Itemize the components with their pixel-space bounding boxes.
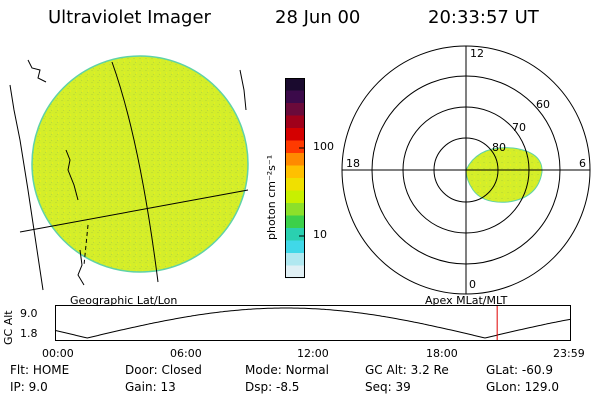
colorbar-segment [285,165,305,179]
coastline [27,59,47,83]
colorbar-segment [285,115,305,129]
mlt-label-6: 6 [579,157,586,170]
glat-status: GLat: -60.9 [486,363,553,377]
coastline [239,69,247,111]
door-value: Closed [161,363,202,377]
instrument-title: Ultraviolet Imager [48,7,211,28]
glon-status: GLon: 129.0 [486,380,559,394]
colorbar-segment [285,265,305,279]
colorbar-unit-label: photon cm⁻²s⁻¹ [265,154,278,240]
colorbar-segment [285,228,305,241]
coastline [77,249,85,286]
gain-status: Gain: 13 [125,380,176,394]
mlt-label-18: 18 [346,157,360,170]
altitude-axis-title: GC Alt [2,310,15,345]
glat-value: -60.9 [521,363,553,377]
flight-status: Flt: HOME [10,363,70,377]
lat-label-80: 80 [492,141,506,154]
colorbar-segment [285,128,305,141]
lat-label-60: 60 [536,98,550,111]
time-tick-2359: 23:59 [553,347,585,360]
colorbar [285,78,305,279]
altitude-tick-9: 9.0 [20,307,38,320]
polar-plot [341,45,591,295]
colorbar-frame [285,78,305,278]
gc-alt-status: GC Alt: 3.2 Re [365,363,449,377]
altitude-curve [54,307,572,339]
colorbar-segment [285,78,305,91]
dsp-value: -8.5 [275,380,300,394]
colorbar-segment [285,153,305,166]
coastline [9,84,44,291]
image-date: 28 Jun 00 [275,7,361,28]
colorbar-segment [285,178,305,191]
dsp-status: Dsp: -8.5 [245,380,300,394]
seq-value: 39 [395,380,411,394]
mode-value: Normal [285,363,329,377]
colorbar-segment [285,215,305,229]
door-status: Door: Closed [125,363,202,377]
earth-disk-image [9,55,249,291]
colorbar-segment [285,140,305,154]
gc-alt-value: 3.2 Re [410,363,449,377]
mlt-label-0: 0 [469,278,476,291]
colorbar-segment [285,240,305,254]
polar-plot-caption: Apex MLat/MLT [425,294,508,307]
glon-value: 129.0 [524,380,559,394]
parallel [19,189,249,233]
altitude-plot [54,305,572,341]
coastline [65,149,79,201]
left-panel-caption: Geographic Lat/Lon [70,294,178,307]
image-time: 20:33:57 UT [428,7,539,28]
colorbar-tick-100: 100 [313,140,334,153]
colorbar-tick-10: 10 [313,228,327,241]
meridian [111,61,159,283]
flight-value: HOME [32,363,70,377]
altitude-tick-1-8: 1.8 [20,327,38,340]
seq-status: Seq: 39 [365,380,411,394]
emission-disk [31,55,249,273]
altitude-plot-frame [55,305,571,341]
time-tick-1200: 12:00 [297,347,329,360]
time-tick-0000: 00:00 [42,347,74,360]
gain-value: 13 [160,380,176,394]
colorbar-segment [285,203,305,216]
colorbar-segment [285,253,305,266]
mlt-label-12: 12 [470,47,484,60]
lat-label-70: 70 [512,121,526,134]
mode-status: Mode: Normal [245,363,329,377]
auroral-oval [465,147,543,203]
time-tick-0600: 06:00 [170,347,202,360]
time-tick-1800: 18:00 [426,347,458,360]
colorbar-segment [285,90,305,104]
ip-status: IP: 9.0 [10,380,48,394]
colorbar-segment [285,103,305,116]
colorbar-segment [285,190,305,204]
ip-value: 9.0 [28,380,48,394]
